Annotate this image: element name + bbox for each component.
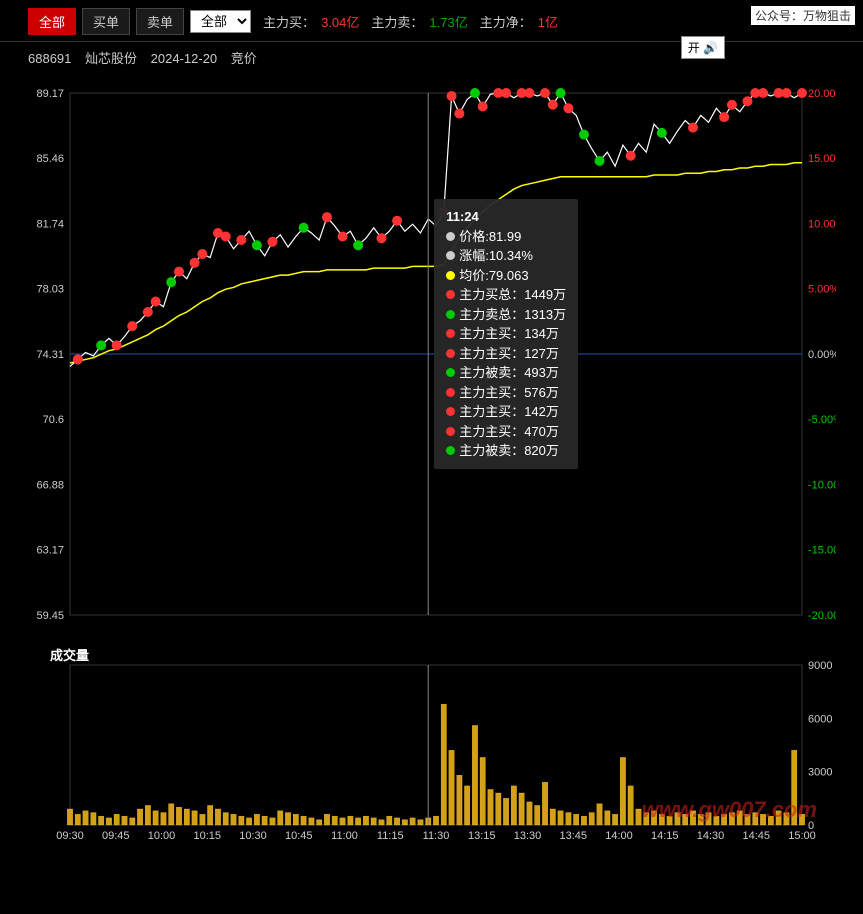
svg-text:6000: 6000 [808, 713, 832, 725]
svg-text:14:45: 14:45 [742, 830, 770, 842]
svg-text:13:15: 13:15 [468, 830, 496, 842]
svg-text:10:15: 10:15 [193, 830, 221, 842]
filter-sell-button[interactable]: 卖单 [136, 8, 184, 35]
svg-text:66.88: 66.88 [36, 480, 64, 492]
svg-text:09:30: 09:30 [56, 830, 84, 842]
main-sell-label: 主力卖： [371, 12, 423, 31]
svg-text:09:45: 09:45 [102, 830, 130, 842]
main-sell-value: 1.73亿 [429, 12, 467, 31]
main-buy-value: 3.04亿 [321, 12, 359, 31]
toolbar: 全部 买单 卖单 全部 主力买： 3.04亿 主力卖： 1.73亿 主力净： 1… [0, 0, 863, 42]
svg-text:9000: 9000 [808, 660, 832, 672]
svg-text:14:00: 14:00 [605, 830, 633, 842]
svg-text:13:30: 13:30 [514, 830, 542, 842]
svg-text:11:15: 11:15 [377, 830, 404, 842]
sound-button[interactable]: 开 🔊 [681, 36, 725, 59]
svg-text:-5.00%: -5.00% [808, 414, 836, 426]
svg-text:63.17: 63.17 [36, 545, 64, 557]
svg-text:10:30: 10:30 [239, 830, 267, 842]
svg-text:11:30: 11:30 [423, 830, 450, 842]
svg-text:15.00%: 15.00% [808, 153, 836, 165]
main-buy-label: 主力买： [263, 12, 315, 31]
svg-text:20.00%: 20.00% [808, 88, 836, 100]
filter-buy-button[interactable]: 买单 [82, 8, 130, 35]
svg-text:10:45: 10:45 [285, 830, 313, 842]
svg-text:85.46: 85.46 [36, 153, 64, 165]
stock-jingjia: 竞价 [231, 51, 257, 66]
svg-text:14:30: 14:30 [697, 830, 725, 842]
price-chart[interactable]: 89.17 20.00% 85.46 15.00% 81.74 10.00% 78.03 5.… [16, 75, 836, 635]
svg-text:78.03: 78.03 [36, 284, 64, 296]
svg-text:74.31: 74.31 [36, 349, 64, 361]
svg-text:59.45: 59.45 [36, 610, 64, 622]
filter-dropdown[interactable]: 全部 [190, 10, 251, 33]
tooltip-box: 11:24价格:81.99涨幅:10.34%均价:79.063主力买总：1449… [434, 199, 578, 469]
stock-name: 灿芯股份 [85, 51, 137, 66]
svg-text:70.6: 70.6 [43, 414, 64, 426]
filter-all-button[interactable]: 全部 [28, 8, 76, 35]
volume-title: 成交量 [50, 645, 89, 664]
svg-text:10:00: 10:00 [148, 830, 176, 842]
svg-text:15:00: 15:00 [788, 830, 816, 842]
svg-text:3000: 3000 [808, 767, 832, 779]
svg-text:14:15: 14:15 [651, 830, 679, 842]
svg-text:0.00%: 0.00% [808, 349, 836, 361]
stock-code: 688691 [28, 51, 71, 66]
main-net-label: 主力净： [480, 12, 532, 31]
svg-text:-20.00%: -20.00% [808, 610, 836, 622]
watermark: www.gw007.com [642, 797, 817, 823]
svg-text:-10.00%: -10.00% [808, 480, 836, 492]
svg-text:-15.00%: -15.00% [808, 545, 836, 557]
charts-container: 89.17 20.00% 85.46 15.00% 81.74 10.00% 78.03 5.… [16, 75, 847, 845]
svg-text:13:45: 13:45 [559, 830, 587, 842]
svg-text:11:00: 11:00 [331, 830, 358, 842]
svg-text:10.00%: 10.00% [808, 219, 836, 231]
svg-text:89.17: 89.17 [36, 88, 64, 100]
svg-text:81.74: 81.74 [36, 219, 64, 231]
svg-text:5.00%: 5.00% [808, 284, 836, 296]
stock-info: 688691 灿芯股份 2024-12-20 竞价 [0, 42, 863, 71]
stock-date: 2024-12-20 [151, 51, 218, 66]
main-net-value: 1亿 [538, 12, 558, 31]
wechat-label: 公众号：万物狙击 [751, 6, 855, 25]
